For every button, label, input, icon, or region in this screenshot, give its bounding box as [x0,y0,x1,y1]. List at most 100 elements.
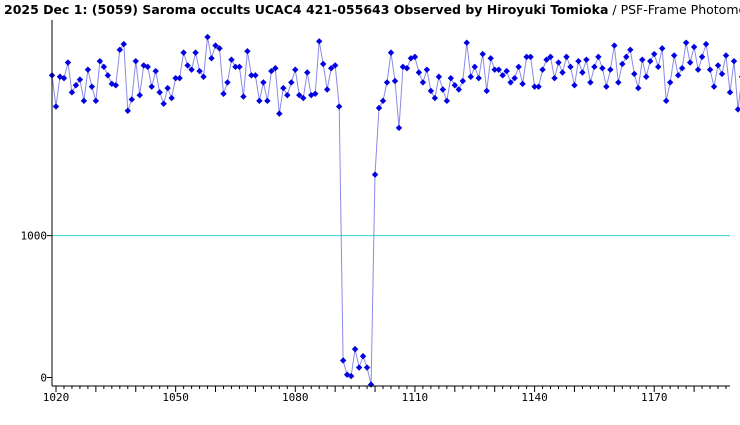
data-point [320,60,327,68]
data-point [539,66,546,73]
data-point [96,57,104,65]
data-point [363,364,371,371]
data-point [359,353,367,360]
data-point [316,38,323,45]
data-point [651,50,658,58]
data-point [587,79,594,86]
data-point [639,56,646,63]
data-point [515,63,522,71]
data-point [471,63,478,71]
data-point [734,106,740,113]
data-point [531,83,538,90]
data-point [415,69,423,76]
data-point [407,55,415,62]
data-point [168,94,175,102]
data-point [619,60,626,68]
data-point [252,72,259,79]
data-point [714,62,722,69]
data-point [128,96,135,103]
data-point [204,33,211,41]
data-point [595,53,602,61]
data-point [276,110,283,117]
data-point [284,91,291,99]
data-point [631,70,638,78]
data-point [391,77,399,85]
data-point [156,89,163,96]
data-point [571,82,578,89]
data-point [395,124,403,132]
data-point [662,97,670,105]
data-point [563,53,570,61]
data-point [180,49,187,56]
data-point [268,67,275,75]
data-point [92,97,100,105]
data-point [706,66,714,73]
data-point [455,86,462,93]
data-point [603,83,610,90]
data-point [312,90,319,97]
data-point [726,89,734,96]
data-point [463,39,470,46]
data-point [176,74,183,82]
data-point [60,74,68,82]
data-point [435,73,443,80]
data-point [371,171,379,178]
data-point [335,103,343,110]
data-point [431,94,439,102]
data-point [212,42,219,49]
chart-title-text: 2025 Dec 1: (5059) Saroma occults UCAC4 … [4,2,609,17]
y-tick-label: 0 [40,371,47,384]
data-point [355,364,363,371]
data-point [164,84,171,92]
data-point [216,45,223,52]
data-point [543,56,550,63]
data-point [495,66,502,73]
data-point [467,73,474,80]
data-point [694,66,702,73]
data-point [459,77,466,85]
data-point [160,100,167,107]
data-point [423,66,431,73]
data-point [188,66,195,73]
data-point [511,74,518,82]
data-point [72,82,80,89]
data-point [272,65,279,72]
data-point [116,46,123,53]
data-point [475,74,482,82]
data-point [583,56,590,63]
data-point [690,43,698,51]
data-point [491,66,498,73]
data-point [84,66,92,73]
data-point [144,63,151,71]
data-point [591,63,598,71]
data-point [280,84,287,92]
data-point [387,49,395,56]
data-point [487,55,494,62]
data-point [288,79,295,86]
data-point [670,52,678,59]
data-point [710,83,718,90]
data-point [427,87,435,95]
data-point [635,84,642,92]
data-point [439,86,447,93]
data-point [730,57,738,65]
data-point [443,97,451,105]
x-tick-label: 1080 [282,391,309,404]
data-point [451,82,459,89]
data-point [148,83,155,90]
data-point [499,72,506,79]
data-point [579,69,586,76]
data-point [627,46,634,53]
data-point [698,53,706,61]
data-point [244,48,251,55]
data-point [555,59,562,66]
data-point [64,59,72,66]
data-point [120,40,127,48]
data-point [196,67,203,75]
data-point [300,94,307,102]
data-point [232,63,239,71]
data-point [567,63,574,71]
data-point [367,381,375,388]
data-point [483,87,490,95]
